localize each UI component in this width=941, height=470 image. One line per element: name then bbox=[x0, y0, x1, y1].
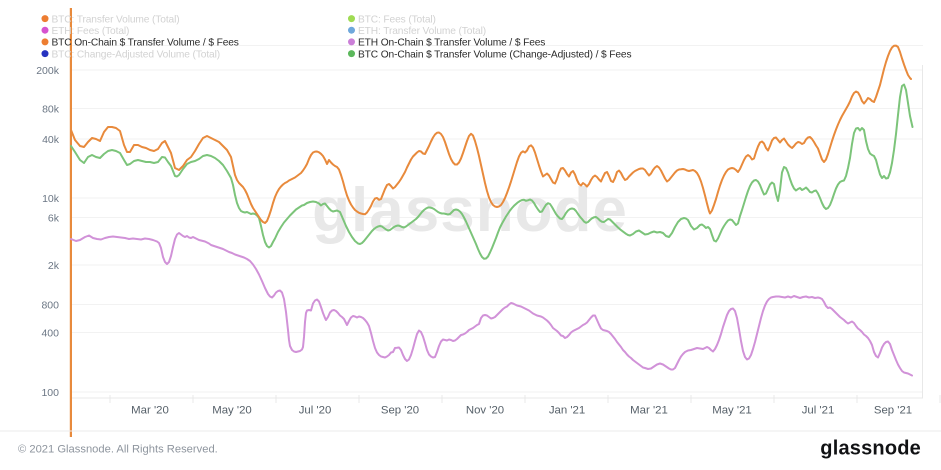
svg-text:Jan '21: Jan '21 bbox=[549, 405, 585, 417]
svg-text:80k: 80k bbox=[42, 103, 60, 115]
svg-text:May '20: May '20 bbox=[212, 405, 252, 417]
svg-text:6k: 6k bbox=[48, 212, 60, 224]
svg-text:2k: 2k bbox=[48, 260, 60, 272]
svg-text:May '21: May '21 bbox=[712, 405, 752, 417]
svg-text:Jul '20: Jul '20 bbox=[299, 405, 332, 417]
svg-text:glassnode: glassnode bbox=[820, 438, 921, 460]
svg-text:10k: 10k bbox=[42, 193, 60, 205]
svg-text:BTC: Fees (Total): BTC: Fees (Total) bbox=[358, 14, 436, 25]
svg-text:BTC: Transfer Volume (Total): BTC: Transfer Volume (Total) bbox=[52, 14, 180, 25]
svg-text:800: 800 bbox=[41, 299, 59, 311]
svg-text:100: 100 bbox=[41, 387, 59, 399]
svg-text:200k: 200k bbox=[36, 65, 60, 77]
svg-text:Mar '20: Mar '20 bbox=[131, 405, 169, 417]
svg-text:Sep '20: Sep '20 bbox=[381, 405, 419, 417]
svg-text:Nov '20: Nov '20 bbox=[466, 405, 504, 417]
svg-text:ETH: Transfer Volume (Total): ETH: Transfer Volume (Total) bbox=[358, 26, 486, 37]
svg-text:Sep '21: Sep '21 bbox=[874, 405, 912, 417]
svg-text:BTC On-Chain $ Transfer Volume: BTC On-Chain $ Transfer Volume (Change-A… bbox=[358, 49, 631, 60]
svg-text:Mar '21: Mar '21 bbox=[630, 405, 668, 417]
svg-text:Jul '21: Jul '21 bbox=[802, 405, 835, 417]
svg-text:BTC On-Chain $ Transfer Volume: BTC On-Chain $ Transfer Volume / $ Fees bbox=[52, 38, 239, 49]
svg-text:400: 400 bbox=[41, 327, 59, 339]
svg-text:ETH: Fees (Total): ETH: Fees (Total) bbox=[52, 26, 130, 37]
svg-text:40k: 40k bbox=[42, 134, 60, 146]
svg-text:ETH On-Chain $ Transfer Volume: ETH On-Chain $ Transfer Volume / $ Fees bbox=[358, 38, 545, 49]
svg-text:BTC: Change-Adjusted Volume (T: BTC: Change-Adjusted Volume (Total) bbox=[52, 49, 221, 60]
svg-text:© 2021 Glassnode. All Rights R: © 2021 Glassnode. All Rights Reserved. bbox=[18, 444, 218, 456]
